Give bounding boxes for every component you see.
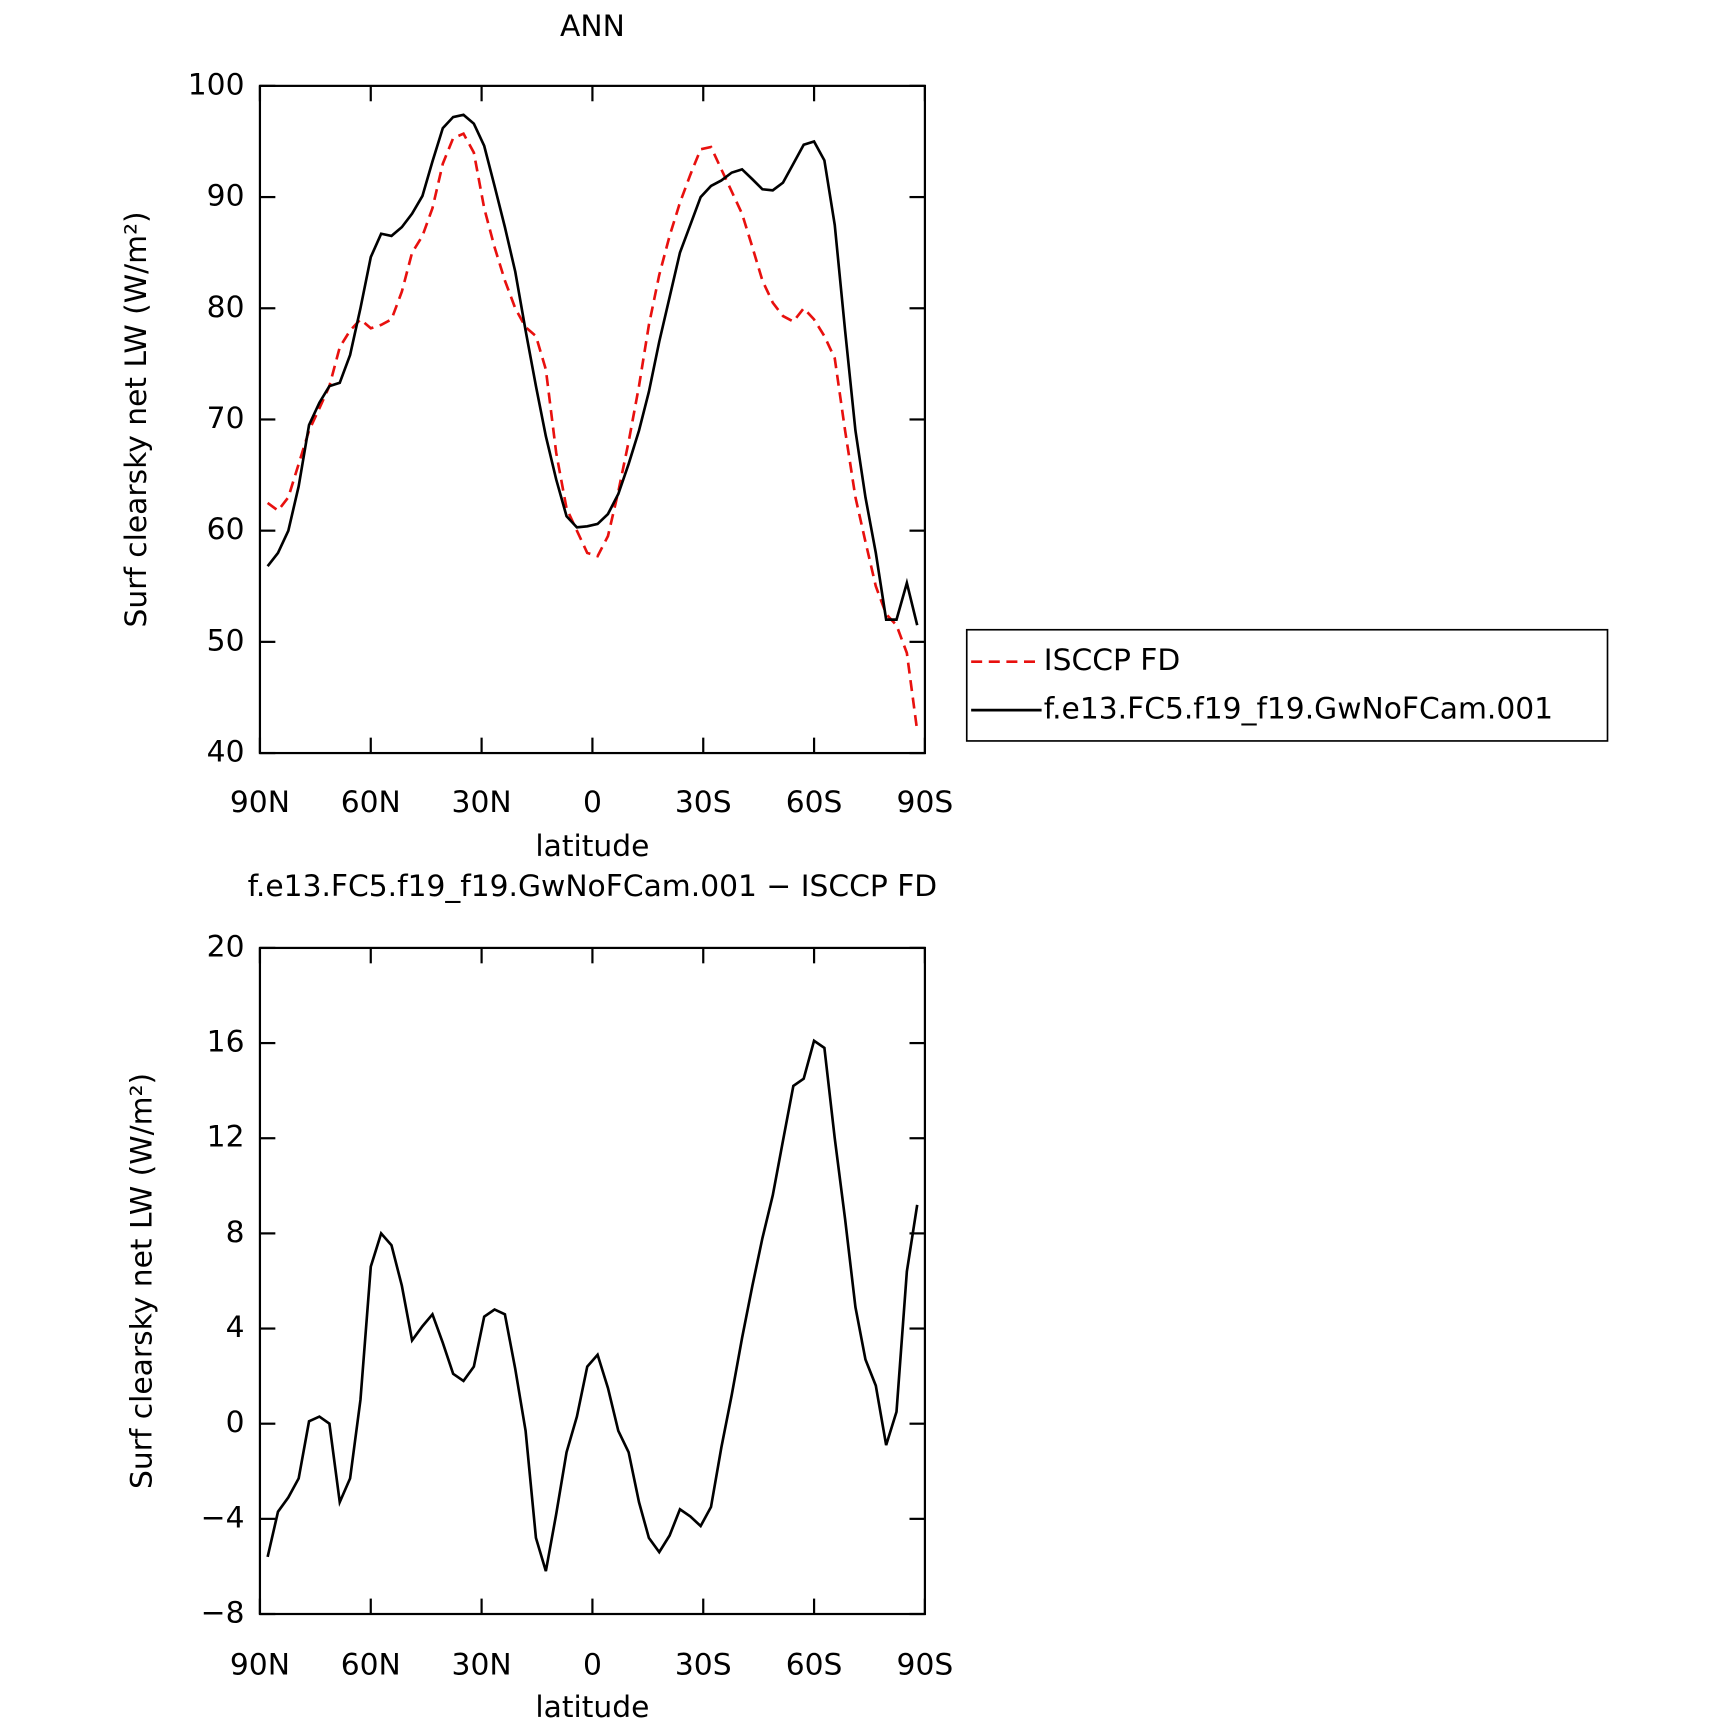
x-tick-label: 0 [583, 1647, 602, 1682]
legend-box [965, 628, 1609, 742]
x-tick-label: 60S [786, 1647, 843, 1682]
chart-title: f.e13.FC5.f19_f19.GwNoFCam.001 − ISCCP F… [248, 869, 938, 904]
x-tick-label: 90N [230, 785, 290, 820]
x-tick-label: 90S [897, 1647, 954, 1682]
x-tick-label: 30S [675, 785, 732, 820]
y-axis-label: Surf clearsky net LW (W/m²) [125, 1073, 160, 1489]
y-tick-label: 12 [207, 1120, 245, 1155]
x-tick-label: 30N [452, 785, 512, 820]
data-line [266, 131, 919, 731]
legend-label: f.e13.FC5.f19_f19.GwNoFCam.001 [1044, 692, 1553, 727]
y-tick-label: 50 [207, 623, 245, 658]
x-tick-label: 30S [675, 1647, 732, 1682]
y-tick-label: 70 [207, 401, 245, 436]
x-tick-label: 30N [452, 1647, 512, 1682]
data-line [266, 1038, 919, 1572]
y-tick-label: −4 [201, 1500, 245, 1535]
x-tick-label: 90N [230, 1647, 290, 1682]
y-tick-label: 60 [207, 512, 245, 547]
y-tick-label: 40 [207, 735, 245, 770]
y-tick-label: 16 [207, 1025, 245, 1060]
y-tick-label: 0 [226, 1405, 245, 1440]
x-axis-label: latitude [535, 1690, 649, 1723]
data-line [266, 113, 919, 626]
y-tick-label: 90 [207, 179, 245, 214]
plot-frame [258, 84, 927, 755]
y-tick-label: 100 [188, 67, 245, 102]
x-tick-label: 60N [341, 1647, 401, 1682]
y-tick-label: 20 [207, 929, 245, 964]
y-axis-label: Surf clearsky net LW (W/m²) [119, 211, 154, 627]
x-tick-label: 90S [897, 785, 954, 820]
y-tick-label: 80 [207, 290, 245, 325]
x-tick-label: 60S [786, 785, 843, 820]
x-tick-label: 0 [583, 785, 602, 820]
y-tick-label: 4 [226, 1310, 245, 1345]
y-tick-label: 8 [226, 1215, 245, 1250]
y-tick-label: −8 [201, 1596, 245, 1631]
x-axis-label: latitude [535, 829, 649, 864]
x-tick-label: 60N [341, 785, 401, 820]
legend-label: ISCCP FD [1044, 643, 1180, 678]
chart-title: ANN [560, 9, 625, 44]
